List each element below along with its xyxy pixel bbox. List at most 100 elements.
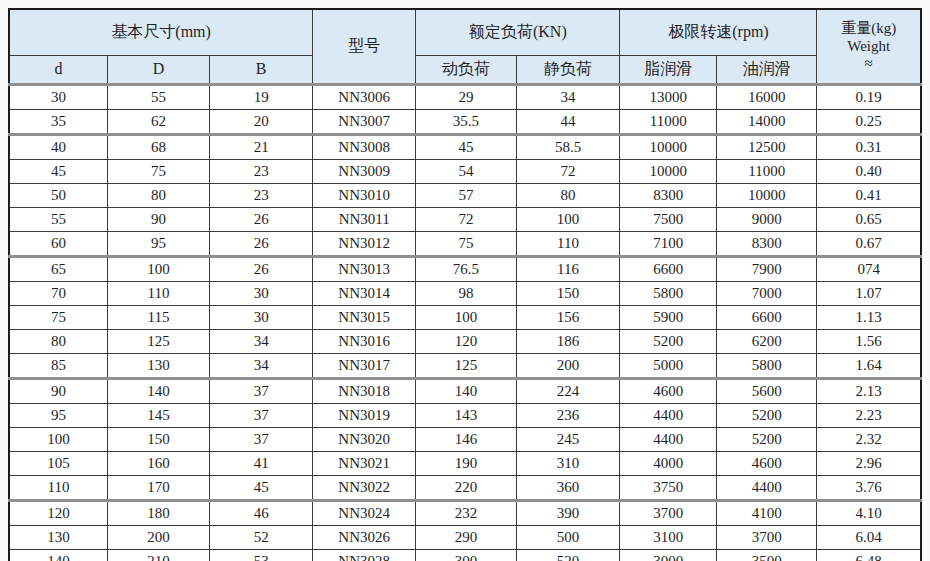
cell-model: NN3024 bbox=[313, 500, 416, 525]
header-weight-approx: ≈ bbox=[817, 55, 920, 72]
cell-grease-speed: 7100 bbox=[620, 231, 717, 256]
header-dynamic-load: 动负荷 bbox=[416, 55, 516, 84]
cell-B: 26 bbox=[210, 231, 313, 256]
cell-dynamic-load: 220 bbox=[416, 475, 516, 500]
cell-grease-speed: 11000 bbox=[620, 109, 717, 134]
cell-static-load: 186 bbox=[516, 329, 620, 353]
table-row: 7511530NN3015100156590066001.13 bbox=[9, 305, 921, 329]
cell-static-load: 58.5 bbox=[516, 134, 620, 159]
cell-oil-speed: 11000 bbox=[717, 159, 817, 183]
cell-D: 80 bbox=[107, 183, 209, 207]
table-row: 559026NN301172100750090000.65 bbox=[9, 207, 921, 231]
cell-d: 110 bbox=[9, 475, 107, 500]
table-header: 基本尺寸(mm) 型号 额定负荷(KN) 极限转速(rpm) 重量(kg) We… bbox=[9, 9, 921, 84]
cell-B: 19 bbox=[210, 84, 313, 109]
header-B: B bbox=[210, 55, 313, 84]
cell-grease-speed: 5900 bbox=[620, 305, 717, 329]
cell-weight: 074 bbox=[817, 256, 921, 281]
cell-dynamic-load: 125 bbox=[416, 353, 516, 378]
table-row: 508023NN301057808300100000.41 bbox=[9, 183, 921, 207]
cell-d: 80 bbox=[9, 329, 107, 353]
cell-static-load: 236 bbox=[516, 403, 620, 427]
cell-model: NN3009 bbox=[313, 159, 416, 183]
cell-B: 23 bbox=[210, 159, 313, 183]
cell-d: 130 bbox=[9, 525, 107, 549]
cell-dynamic-load: 232 bbox=[416, 500, 516, 525]
cell-weight: 1.56 bbox=[817, 329, 921, 353]
cell-weight: 0.19 bbox=[817, 84, 921, 109]
cell-dynamic-load: 140 bbox=[416, 378, 516, 403]
header-rated-load: 额定负荷(KN) bbox=[416, 9, 620, 55]
bearing-spec-table: 基本尺寸(mm) 型号 额定负荷(KN) 极限转速(rpm) 重量(kg) We… bbox=[8, 8, 922, 561]
table-row: 9014037NN3018140224460056002.13 bbox=[9, 378, 921, 403]
table-body: 305519NN3006293413000160000.19356220NN30… bbox=[9, 84, 921, 561]
cell-D: 62 bbox=[107, 109, 209, 134]
cell-grease-speed: 13000 bbox=[620, 84, 717, 109]
cell-grease-speed: 3700 bbox=[620, 500, 717, 525]
header-sub-row: d D B 动负荷 静负荷 脂润滑 油润滑 bbox=[9, 55, 921, 84]
header-grease-lubrication: 脂润滑 bbox=[620, 55, 717, 84]
cell-static-load: 116 bbox=[516, 256, 620, 281]
cell-weight: 1.64 bbox=[817, 353, 921, 378]
cell-grease-speed: 4400 bbox=[620, 403, 717, 427]
cell-static-load: 520 bbox=[516, 549, 620, 561]
cell-D: 180 bbox=[107, 500, 209, 525]
cell-grease-speed: 5000 bbox=[620, 353, 717, 378]
cell-static-load: 110 bbox=[516, 231, 620, 256]
cell-dynamic-load: 290 bbox=[416, 525, 516, 549]
cell-static-load: 245 bbox=[516, 427, 620, 451]
cell-d: 75 bbox=[9, 305, 107, 329]
cell-weight: 0.41 bbox=[817, 183, 921, 207]
cell-model: NN3028 bbox=[313, 549, 416, 561]
cell-static-load: 100 bbox=[516, 207, 620, 231]
cell-d: 40 bbox=[9, 134, 107, 159]
cell-B: 30 bbox=[210, 281, 313, 305]
cell-model: NN3017 bbox=[313, 353, 416, 378]
cell-oil-speed: 12500 bbox=[717, 134, 817, 159]
cell-grease-speed: 7500 bbox=[620, 207, 717, 231]
cell-model: NN3010 bbox=[313, 183, 416, 207]
table-row: 14021053NN3028300520300035006.48 bbox=[9, 549, 921, 561]
cell-oil-speed: 7000 bbox=[717, 281, 817, 305]
cell-oil-speed: 16000 bbox=[717, 84, 817, 109]
cell-weight: 1.07 bbox=[817, 281, 921, 305]
cell-B: 20 bbox=[210, 109, 313, 134]
cell-grease-speed: 4400 bbox=[620, 427, 717, 451]
cell-B: 26 bbox=[210, 207, 313, 231]
cell-d: 120 bbox=[9, 500, 107, 525]
cell-oil-speed: 10000 bbox=[717, 183, 817, 207]
cell-weight: 2.23 bbox=[817, 403, 921, 427]
header-d: d bbox=[9, 55, 107, 84]
cell-B: 37 bbox=[210, 427, 313, 451]
cell-oil-speed: 9000 bbox=[717, 207, 817, 231]
cell-dynamic-load: 120 bbox=[416, 329, 516, 353]
header-weight: 重量(kg) Weight ≈ bbox=[817, 9, 921, 84]
cell-model: NN3020 bbox=[313, 427, 416, 451]
header-weight-en: Weight bbox=[817, 38, 920, 55]
cell-static-load: 390 bbox=[516, 500, 620, 525]
cell-grease-speed: 5200 bbox=[620, 329, 717, 353]
cell-B: 21 bbox=[210, 134, 313, 159]
cell-B: 23 bbox=[210, 183, 313, 207]
cell-d: 60 bbox=[9, 231, 107, 256]
cell-dynamic-load: 29 bbox=[416, 84, 516, 109]
cell-model: NN3019 bbox=[313, 403, 416, 427]
cell-d: 140 bbox=[9, 549, 107, 561]
table-row: 305519NN3006293413000160000.19 bbox=[9, 84, 921, 109]
cell-weight: 6.48 bbox=[817, 549, 921, 561]
cell-model: NN3014 bbox=[313, 281, 416, 305]
cell-dynamic-load: 45 bbox=[416, 134, 516, 159]
table-row: 457523NN3009547210000110000.40 bbox=[9, 159, 921, 183]
cell-d: 90 bbox=[9, 378, 107, 403]
table-row: 7011030NN301498150580070001.07 bbox=[9, 281, 921, 305]
cell-oil-speed: 3700 bbox=[717, 525, 817, 549]
cell-dynamic-load: 98 bbox=[416, 281, 516, 305]
header-weight-cn: 重量(kg) bbox=[817, 20, 920, 37]
cell-weight: 6.04 bbox=[817, 525, 921, 549]
cell-static-load: 34 bbox=[516, 84, 620, 109]
cell-D: 55 bbox=[107, 84, 209, 109]
bearing-spec-page: 基本尺寸(mm) 型号 额定负荷(KN) 极限转速(rpm) 重量(kg) We… bbox=[0, 0, 930, 561]
cell-grease-speed: 5800 bbox=[620, 281, 717, 305]
cell-model: NN3021 bbox=[313, 451, 416, 475]
cell-static-load: 156 bbox=[516, 305, 620, 329]
